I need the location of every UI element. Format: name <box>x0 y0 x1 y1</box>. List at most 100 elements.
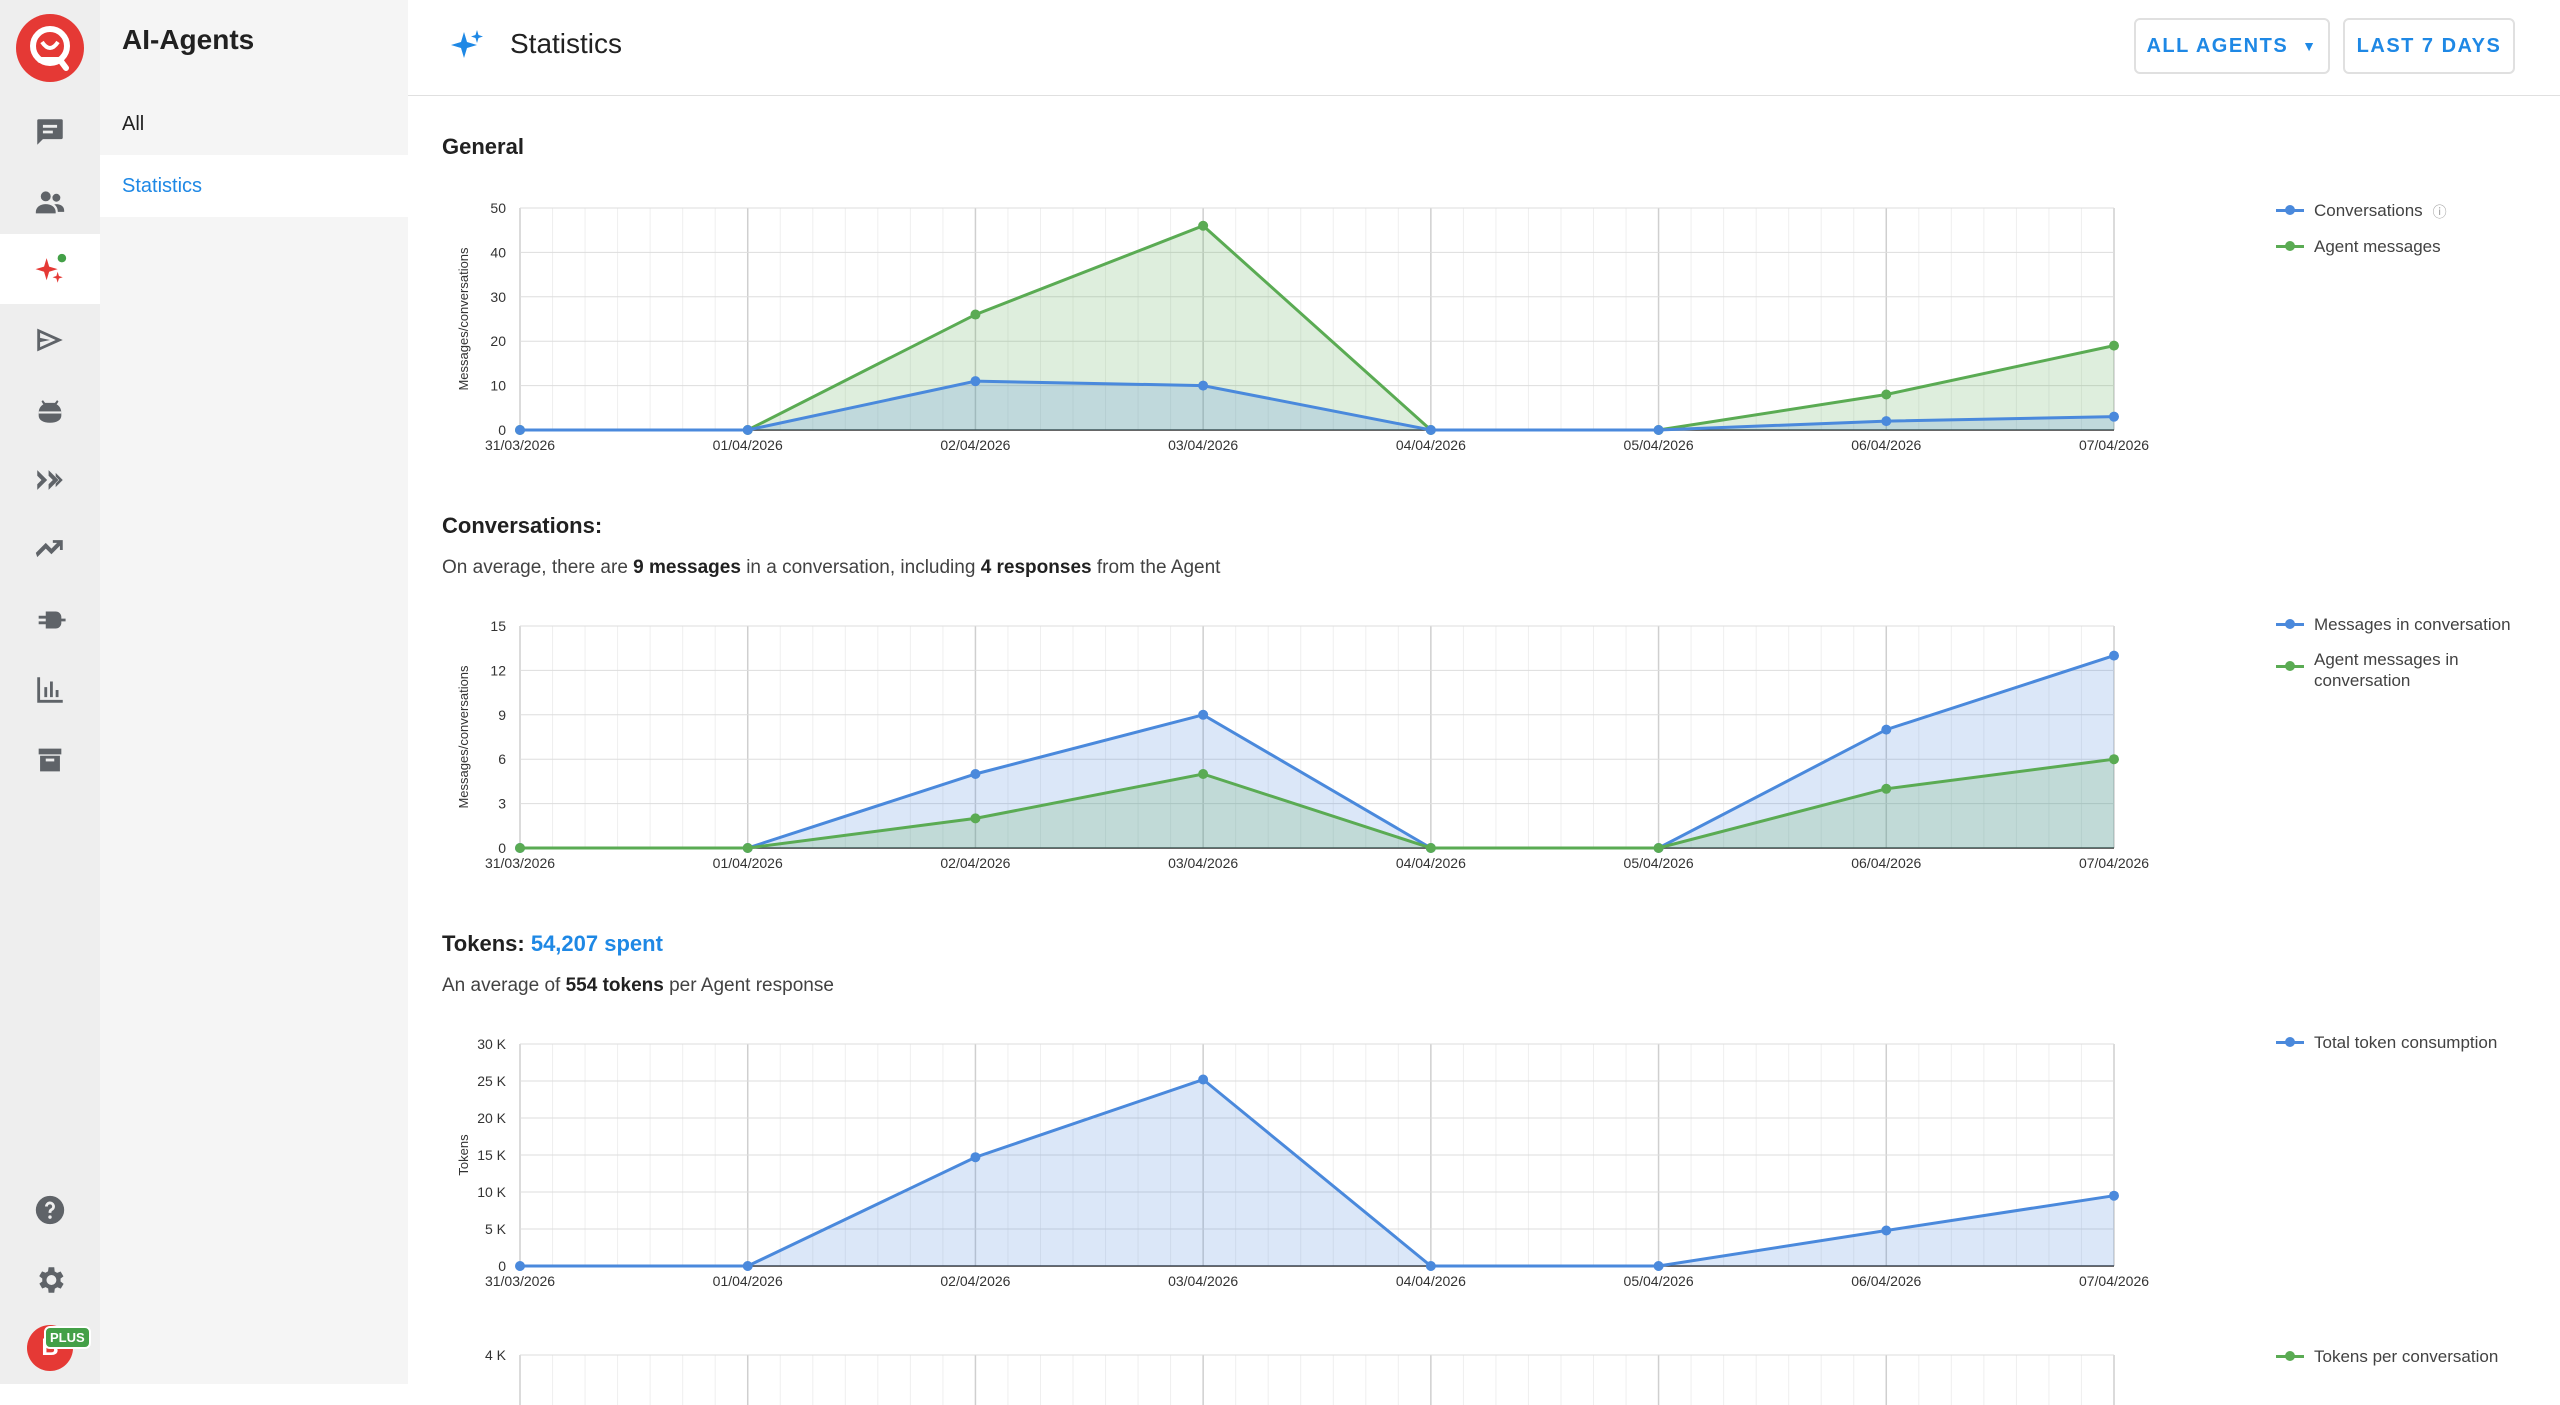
secondary-sidebar: AI-Agents All Statistics <box>100 0 408 1384</box>
data-point <box>2109 340 2119 351</box>
x-tick-label: 01/04/2026 <box>713 437 783 453</box>
data-point <box>515 843 525 853</box>
y-tick-label: 30 K <box>477 1036 506 1052</box>
data-point <box>970 769 981 779</box>
data-point <box>2109 1190 2119 1201</box>
icon-rail: B PLUS <box>0 0 100 1384</box>
conversations-section-title: Conversations: <box>442 513 602 539</box>
x-tick-label: 01/04/2026 <box>713 855 783 871</box>
data-point <box>2109 411 2119 422</box>
conversations-title-text: Conversations: <box>442 513 603 538</box>
y-tick-label: 12 <box>490 662 506 678</box>
x-tick-label: 05/04/2026 <box>1624 437 1694 453</box>
y-tick-label: 15 K <box>477 1147 506 1163</box>
data-point <box>970 376 981 387</box>
y-tick-label: 20 K <box>477 1110 506 1126</box>
y-axis-label: Messages/conversations <box>456 665 471 809</box>
series-area <box>520 381 2114 430</box>
data-point <box>1198 220 1209 231</box>
info-icon[interactable]: ⓘ <box>2432 204 2447 220</box>
y-axis-label: Tokens <box>456 1134 471 1176</box>
data-point <box>1653 843 1664 853</box>
data-point <box>1198 1074 1209 1085</box>
help-icon[interactable] <box>30 1190 70 1230</box>
legend-swatch <box>2276 659 2304 673</box>
x-tick-label: 31/03/2026 <box>485 855 555 871</box>
plan-badge: PLUS <box>44 1326 91 1349</box>
data-point <box>1198 709 1209 720</box>
period-filter-button[interactable]: LAST 7 DAYS <box>2343 18 2515 74</box>
data-point <box>1198 769 1209 779</box>
tokens-spent-value: 54,207 spent <box>530 931 663 956</box>
sidebar-item-label: Statistics <box>122 174 203 197</box>
data-point <box>1881 416 1892 427</box>
legend-label: Agent messages in conversation <box>2314 650 2459 690</box>
period-filter-label: LAST 7 DAYS <box>2356 34 2502 57</box>
y-tick-label: 40 <box>490 244 506 260</box>
series-line <box>520 654 2115 850</box>
data-point <box>1198 380 1209 391</box>
legend-item-tokens-per-conversation[interactable]: Tokens per conversation <box>2276 1346 2498 1367</box>
campaigns-icon[interactable] <box>30 320 70 360</box>
legend-item-agent-messages[interactable]: Agent messages <box>2276 236 2447 257</box>
analytics-icon[interactable] <box>30 530 70 570</box>
general-title-text: General <box>442 134 524 159</box>
y-tick-label: 10 <box>490 378 506 394</box>
x-tick-label: 02/04/2026 <box>940 437 1010 453</box>
chat-icon[interactable] <box>30 112 70 152</box>
tokens-summary: An average of 554 tokens per Agent respo… <box>442 975 834 997</box>
data-point <box>1881 783 1892 794</box>
legend-label: Agent messages <box>2314 237 2441 256</box>
y-tick-label: 30 <box>490 289 506 305</box>
conversations-summary: On average, there are 9 messages in a co… <box>442 557 1220 579</box>
y-tick-label: 15 <box>490 618 506 634</box>
y-tick-label: 5 K <box>485 1221 507 1237</box>
summary-bold: 9 messages <box>633 557 741 578</box>
legend-item-agent-messages-in-conversation[interactable]: Agent messages in conversation <box>2276 649 2511 691</box>
y-tick-label: 6 <box>498 751 506 767</box>
automation-icon[interactable] <box>30 460 70 500</box>
summary-text: in a conversation, including <box>740 557 981 578</box>
summary-text: On average, there are <box>442 557 634 578</box>
agents-filter-label: ALL AGENTS <box>2146 34 2289 57</box>
legend-label: Total token consumption <box>2314 1033 2498 1052</box>
settings-icon[interactable] <box>30 1260 70 1300</box>
agents-filter-button[interactable]: ALL AGENTS ▼ <box>2134 18 2330 74</box>
sidebar-item-label: All <box>122 112 145 135</box>
summary-text: An average of <box>442 975 566 996</box>
x-tick-label: 06/04/2026 <box>1851 855 1921 871</box>
integrations-icon[interactable] <box>30 600 70 640</box>
tokens-section-title: Tokens: 54,207 spent <box>442 931 663 957</box>
y-tick-label: 25 K <box>477 1073 506 1089</box>
x-tick-label: 01/04/2026 <box>713 1273 783 1289</box>
legend-label: Messages in conversation <box>2314 615 2511 634</box>
x-tick-label: 05/04/2026 <box>1624 1273 1694 1289</box>
ai-agents-icon[interactable] <box>30 250 70 290</box>
sidebar-item-statistics[interactable]: Statistics <box>100 155 408 217</box>
summary-bold: 4 responses <box>980 557 1092 578</box>
reports-icon[interactable] <box>30 670 70 710</box>
archive-icon[interactable] <box>30 740 70 780</box>
x-tick-label: 04/04/2026 <box>1396 855 1466 871</box>
app-logo-icon[interactable] <box>16 14 84 82</box>
x-tick-label: 06/04/2026 <box>1851 437 1921 453</box>
data-point <box>970 1152 981 1163</box>
y-tick-label: 10 K <box>477 1184 506 1200</box>
data-point <box>1653 1261 1664 1271</box>
summary-text: per Agent response <box>663 975 834 996</box>
legend-item-total-token-consumption[interactable]: Total token consumption <box>2276 1032 2497 1053</box>
x-tick-label: 03/04/2026 <box>1168 855 1238 871</box>
contacts-icon[interactable] <box>30 182 70 222</box>
bots-icon[interactable] <box>30 390 70 430</box>
data-point <box>2109 754 2119 765</box>
x-tick-label: 31/03/2026 <box>485 1273 555 1289</box>
legend-item-conversations[interactable]: Conversations ⓘ <box>2276 200 2447 222</box>
y-tick-label: 20 <box>490 333 506 349</box>
x-tick-label: 07/04/2026 <box>2079 855 2149 871</box>
general-chart: 0 10 20 30 40 50 31/03/2026 01/04/2026 02/04/202… <box>456 200 2149 453</box>
data-point <box>1653 425 1664 435</box>
legend-item-messages-in-conversation[interactable]: Messages in conversation <box>2276 614 2511 635</box>
y-tick-label: 4 K <box>485 1347 507 1363</box>
sidebar-item-all[interactable]: All <box>100 93 408 155</box>
x-tick-label: 06/04/2026 <box>1851 1273 1921 1289</box>
